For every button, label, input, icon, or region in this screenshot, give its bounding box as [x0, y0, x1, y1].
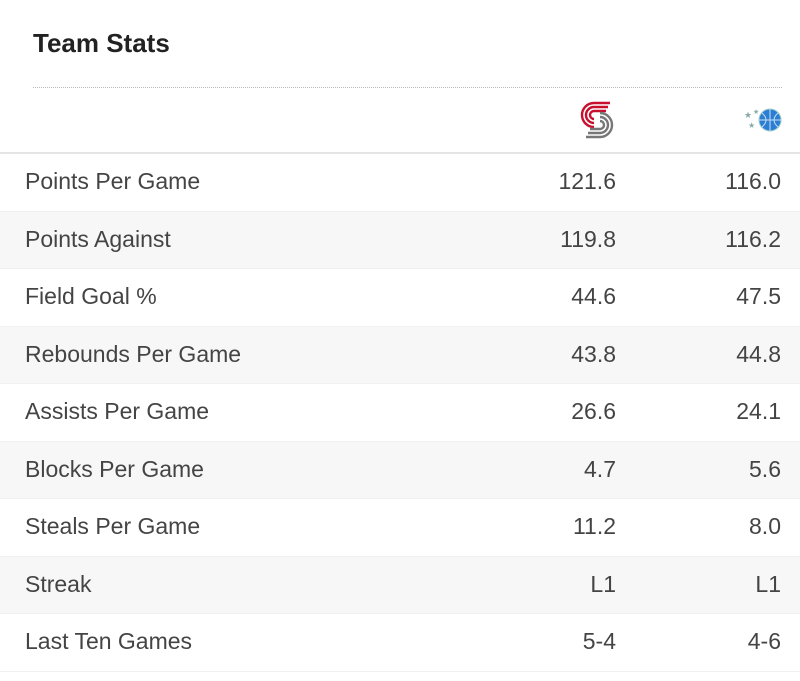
stat-label: Points Per Game [25, 168, 201, 194]
table-row: Points Against 119.8 116.2 [0, 211, 800, 269]
divider [33, 87, 782, 88]
stat-label: Last Ten Games [25, 628, 193, 654]
team2-value: 44.8 [736, 340, 781, 367]
team2-value: L1 [755, 570, 781, 597]
table-row: Points Per Game 121.6 116.0 [0, 154, 800, 212]
team1-value: 5-4 [582, 628, 616, 654]
team-logos-header: ★ ★ ★ [0, 96, 800, 154]
svg-text:★: ★ [744, 111, 752, 121]
team1-value: 11.2 [572, 513, 616, 539]
team2-value: 8.0 [749, 513, 781, 539]
team2-value: 4-6 [747, 628, 781, 654]
stat-label: Blocks Per Game [25, 455, 204, 482]
stat-label: Steals Per Game [25, 513, 201, 539]
trail-blazers-logo-icon [580, 100, 616, 144]
table-row: Assists Per Game 26.6 24.1 [0, 384, 800, 442]
table-row: Last Ten Games 5-4 4-6 [0, 614, 800, 672]
stat-label: Field Goal % [25, 283, 157, 309]
table-row: Rebounds Per Game 43.8 44.8 [0, 326, 800, 384]
team1-value: L1 [590, 570, 616, 597]
team1-value: 44.6 [571, 283, 616, 309]
team1-value: 119.8 [560, 225, 616, 252]
section-title: Team Stats [33, 28, 170, 58]
team2-value: 5.6 [749, 455, 781, 482]
team1-value: 43.8 [571, 340, 616, 367]
svg-text:★: ★ [753, 108, 759, 116]
stat-label: Assists Per Game [25, 398, 210, 424]
table-row: Streak L1 L1 [0, 556, 800, 614]
stat-label: Streak [25, 570, 92, 597]
stat-label: Rebounds Per Game [25, 340, 242, 367]
team1-value: 26.6 [571, 398, 616, 424]
svg-text:★: ★ [748, 121, 755, 130]
stat-label: Points Against [25, 225, 171, 252]
team1-value: 121.6 [558, 168, 616, 194]
stats-table: Points Per Game 121.6 116.0 Points Against… [0, 154, 800, 672]
team2-value: 116.2 [725, 225, 781, 252]
table-row: Blocks Per Game 4.7 5.6 [0, 441, 800, 499]
team2-value: 47.5 [736, 283, 781, 309]
table-row: Steals Per Game 11.2 8.0 [0, 499, 800, 557]
team2-value: 116.0 [725, 168, 781, 194]
team2-value: 24.1 [736, 398, 781, 424]
table-row: Field Goal % 44.6 47.5 [0, 269, 800, 327]
team1-value: 4.7 [584, 455, 616, 482]
orlando-magic-logo-icon: ★ ★ ★ [742, 106, 784, 138]
